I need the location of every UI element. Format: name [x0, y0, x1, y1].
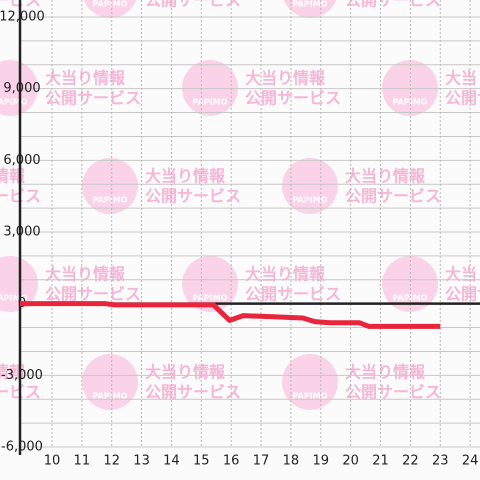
watermark-logo-text: PAPIMO — [293, 392, 328, 401]
grid — [20, 0, 480, 448]
watermark-text: 大当り情報 — [145, 363, 226, 382]
y-tick-label: -3,000 — [1, 368, 43, 383]
x-tick-label: 20 — [342, 454, 359, 469]
x-tick-label: 19 — [313, 454, 330, 469]
x-tick-label: 18 — [283, 454, 300, 469]
watermark-text: 大当り情報 — [45, 69, 126, 88]
y-tick-label: 3,000 — [3, 225, 40, 240]
watermark-text: 大当り情報 — [345, 363, 426, 382]
data-line — [20, 301, 441, 329]
x-tick-label: 17 — [253, 454, 270, 469]
watermark-text: 公開サービス — [145, 187, 241, 206]
watermark-logo — [82, 354, 138, 410]
x-tick-label: 10 — [44, 454, 61, 469]
watermark-text: 公開サービス — [145, 0, 241, 10]
watermark-text: 公開サービス — [245, 89, 341, 108]
watermark-text: 公開サービス — [45, 285, 141, 304]
watermark-logo-text: PAPIMO — [93, 196, 128, 205]
watermark-text: 公開サービス — [345, 0, 441, 10]
watermarks: PAPIMO大当り情報公開サービスPAPIMO大当り情報公開サービスPAPIMO… — [0, 0, 480, 410]
watermark-text: 公開サービス — [345, 187, 441, 206]
x-tick-label: 11 — [74, 454, 91, 469]
watermark-text: 公開サービス — [345, 383, 441, 402]
watermark-logo-text: PAPIMO — [93, 0, 128, 9]
watermark-logo-text: PAPIMO — [0, 98, 28, 107]
x-tick-label: 13 — [133, 454, 150, 469]
watermark-logo-text: PAPIMO — [193, 294, 228, 303]
watermark-logo-text: PAPIMO — [293, 0, 328, 9]
x-tick-label: 16 — [223, 454, 240, 469]
watermark-text: 大当り情報 — [245, 69, 326, 88]
watermark-text: 大当り情報 — [445, 265, 480, 284]
watermark-text: 公開サービス — [45, 89, 141, 108]
watermark-logo-text: PAPIMO — [193, 98, 228, 107]
watermark-logo-text: PAPIMO — [293, 196, 328, 205]
watermark-text: 大当り情報 — [145, 167, 226, 186]
x-tick-label: 24 — [462, 454, 479, 469]
watermark-logo-text: PAPIMO — [0, 294, 28, 303]
x-tick-label: 14 — [163, 454, 180, 469]
watermark-logo — [282, 158, 338, 214]
watermark-text: 大当り情報 — [445, 69, 480, 88]
watermark-logo — [83, 0, 137, 18]
x-tick-label: 22 — [402, 454, 419, 469]
watermark-text: 公開サービス — [145, 383, 241, 402]
watermark-text: 大当り情報 — [45, 265, 126, 284]
watermark-logo-text: PAPIMO — [93, 392, 128, 401]
x-tick-label: 21 — [372, 454, 389, 469]
y-tick-label: 12,000 — [0, 10, 45, 25]
watermark-logo — [282, 354, 338, 410]
watermark-logo — [182, 256, 238, 312]
watermark-text: 大当り情報 — [0, 167, 26, 186]
watermark-text: 公開サービス — [245, 285, 341, 304]
y-tick-label: 6,000 — [3, 153, 40, 168]
watermark-logo — [82, 158, 138, 214]
watermark-text: 公開サービス — [445, 89, 480, 108]
watermark-text: 公開サービス — [445, 285, 480, 304]
x-tick-label: 23 — [432, 454, 449, 469]
watermark-text: 大当り情報 — [245, 265, 326, 284]
x-tick-label: 15 — [193, 454, 210, 469]
watermark-logo — [182, 60, 238, 116]
watermark-text: 大当り情報 — [345, 167, 426, 186]
x-tick-label: 12 — [103, 454, 120, 469]
y-tick-label: -6,000 — [1, 440, 43, 455]
watermark-logo — [283, 0, 337, 18]
y-tick-label: 9,000 — [3, 81, 40, 96]
